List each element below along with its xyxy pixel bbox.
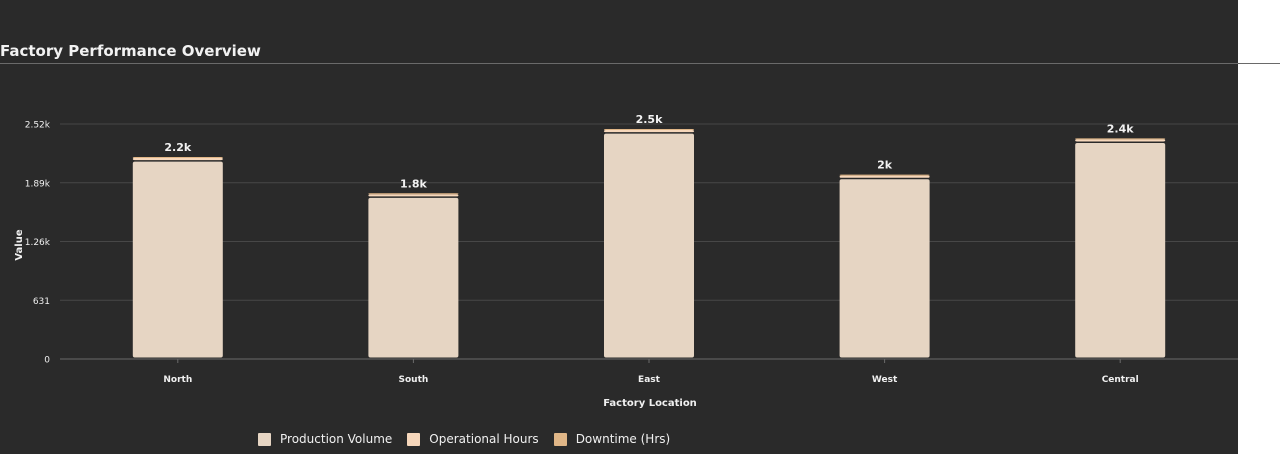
legend-swatch	[258, 432, 271, 446]
data-label: 2.2k	[164, 141, 191, 154]
y-tick-label: 1.89k	[25, 179, 51, 189]
data-label: 2.4k	[1107, 122, 1134, 135]
chart-title: Factory Performance Overview	[0, 42, 261, 60]
bar-production-volume	[604, 133, 694, 358]
bar-operational-hours	[604, 129, 694, 133]
data-labels: 2.2k 1.8k 2.5k 2k 2.4k	[164, 113, 1134, 190]
legend-label: Downtime (Hrs)	[575, 432, 671, 446]
data-label: 1.8k	[400, 177, 427, 190]
x-tick-label: West	[872, 375, 898, 385]
legend-label: Production Volume	[280, 432, 393, 446]
x-tick-label: North	[163, 375, 192, 385]
bar-downtime-hrs	[604, 129, 694, 131]
title-divider	[0, 63, 1280, 64]
bar-production-volume	[368, 197, 459, 358]
y-axis-label: Value	[14, 229, 25, 260]
bar-operational-hours	[1075, 139, 1166, 142]
x-tick-label: East	[638, 375, 661, 385]
bar-downtime-hrs	[132, 156, 223, 158]
legend: Production Volume Operational Hours Down…	[258, 430, 685, 448]
x-tick-label: South	[399, 375, 429, 385]
legend-item-operational-hours[interactable]: Operational Hours	[407, 432, 539, 446]
bar-production-volume	[839, 179, 930, 358]
bar-operational-hours	[839, 175, 930, 178]
bar-operational-hours	[132, 157, 223, 161]
data-label: 2.5k	[636, 113, 663, 126]
bar-operational-hours	[368, 194, 459, 197]
x-tick-label: Central	[1102, 375, 1139, 385]
legend-item-downtime[interactable]: Downtime (Hrs)	[553, 432, 671, 446]
data-label: 2k	[877, 159, 893, 172]
y-tick-label: 0	[44, 356, 50, 366]
bar-downtime-hrs	[839, 174, 930, 176]
y-tick-label: 631	[33, 297, 50, 307]
chart-canvas: 2.2k 1.8k 2.5k 2k 2.4k Value Factory Locatio…	[14, 113, 1238, 410]
bars	[132, 129, 1166, 358]
bar-production-volume	[132, 161, 223, 358]
legend-swatch	[407, 432, 421, 446]
legend-label: Operational Hours	[429, 432, 539, 446]
bar-downtime-hrs	[368, 193, 459, 195]
y-tick-label: 1.26k	[25, 238, 51, 248]
y-tick-label: 2.52k	[25, 121, 51, 131]
legend-swatch	[553, 432, 567, 446]
legend-item-production-volume[interactable]: Production Volume	[258, 432, 392, 446]
axes: Value Factory Location 0 631 1.26k 1.89k 2.5…	[14, 121, 1139, 410]
bar-downtime-hrs	[1075, 138, 1166, 140]
bar-production-volume	[1075, 142, 1166, 358]
x-axis-label: Factory Location	[603, 398, 697, 409]
